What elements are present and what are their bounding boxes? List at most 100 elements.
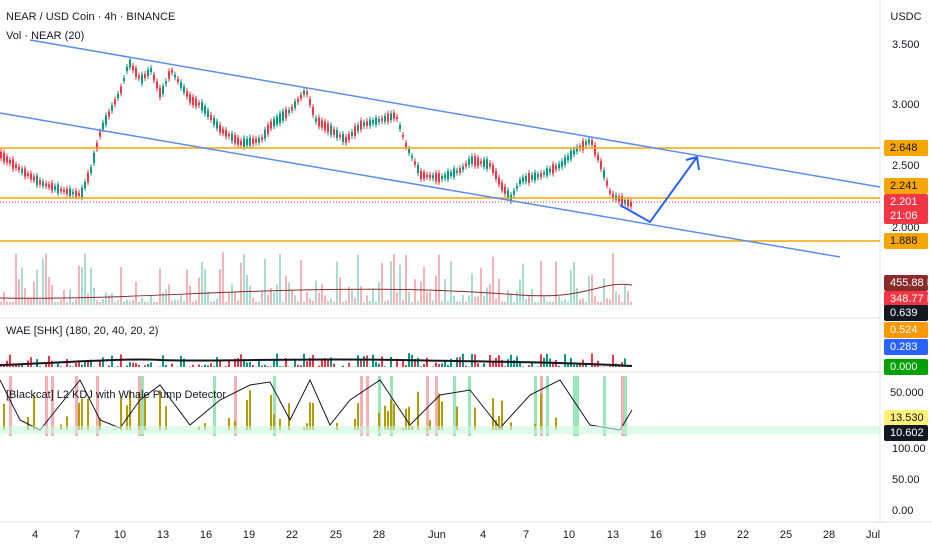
volume-bar: [384, 301, 386, 305]
wae-bar: [81, 365, 83, 367]
candle-body: [180, 82, 182, 88]
candle-body: [132, 66, 134, 71]
volume-bar: [159, 269, 161, 305]
volume-bar: [465, 302, 467, 305]
volume-bar: [564, 300, 566, 305]
volume-bar: [60, 300, 62, 305]
wae-bar: [264, 365, 266, 367]
candle-body: [474, 156, 476, 166]
volume-bar: [486, 287, 488, 305]
candle-body: [93, 153, 95, 163]
volume-bar: [228, 293, 230, 305]
kdj-bar: [246, 400, 248, 430]
volume-bar: [144, 302, 146, 305]
wae-bar: [360, 360, 362, 367]
candle-body: [255, 139, 257, 143]
candle-body: [627, 200, 629, 206]
volume-bar: [204, 269, 206, 305]
volume-bar: [93, 288, 95, 305]
volume-bar: [105, 293, 107, 305]
volume-bar: [495, 299, 497, 305]
candle-body: [537, 174, 539, 177]
volume-bar: [9, 302, 11, 305]
volume-bar: [630, 302, 632, 305]
candle-body: [72, 192, 74, 195]
volume-bar: [519, 279, 521, 305]
volume-bar: [333, 302, 335, 305]
wae-bar: [558, 366, 560, 367]
volume-bar: [198, 278, 200, 305]
volume-bar: [501, 302, 503, 305]
wae-bar: [267, 366, 269, 367]
volume-bar: [123, 302, 125, 305]
volume-bar: [258, 302, 260, 305]
kdj-bar: [309, 402, 311, 430]
candle-body: [81, 188, 83, 198]
time-tick: 4: [32, 529, 38, 541]
candle-body: [402, 135, 404, 137]
candle-body: [408, 149, 410, 153]
wae-bar: [366, 356, 368, 367]
volume-bar: [180, 295, 182, 305]
candle-body: [303, 91, 305, 95]
wae-bar: [144, 365, 146, 367]
volume-bar: [117, 300, 119, 305]
volume-bar: [474, 297, 476, 305]
time-tick: 19: [243, 529, 255, 541]
volume-bar: [171, 301, 173, 305]
volume-bar: [213, 301, 215, 305]
candle-body: [204, 106, 206, 114]
candle-body: [525, 176, 527, 181]
wae-bar: [99, 361, 101, 367]
candle-body: [480, 161, 482, 163]
candle-body: [36, 176, 38, 185]
volume-bar: [456, 302, 458, 305]
candle-body: [330, 125, 332, 134]
volume-bar: [177, 300, 179, 305]
candle-body: [114, 99, 116, 104]
candle-body: [225, 130, 227, 137]
candle-body: [273, 119, 275, 126]
candle-body: [390, 113, 392, 120]
candle-body: [30, 174, 32, 180]
candle-body: [309, 99, 311, 105]
candle-body: [348, 134, 350, 140]
kdj-bar: [249, 390, 251, 430]
volume-bar: [378, 282, 380, 305]
candle-body: [555, 166, 557, 170]
volume-bar: [357, 255, 359, 305]
kdj-bar: [78, 403, 80, 430]
candle-body: [312, 107, 314, 115]
volume-bar: [606, 298, 608, 305]
volume-bar: [516, 291, 518, 305]
volume-bar: [78, 266, 80, 305]
candle-body: [522, 177, 524, 182]
volume-bar: [216, 299, 218, 305]
candle-body: [252, 138, 254, 144]
kdj-label: [Blackcat] L2 KDJ with Whale Pump Detect…: [6, 389, 226, 401]
volume-bar: [477, 297, 479, 305]
wae-bar: [318, 366, 320, 367]
candle-body: [315, 118, 317, 121]
candle-body: [219, 125, 221, 133]
volume-bar: [36, 270, 38, 305]
volume-bar: [531, 289, 533, 305]
volume-bar: [309, 298, 311, 305]
wae-bar: [504, 366, 506, 367]
wae-bar: [333, 364, 335, 367]
volume-bar: [315, 281, 317, 305]
volume-bar: [174, 300, 176, 305]
candle-body: [564, 157, 566, 164]
wae-bar: [57, 364, 59, 367]
wae-bar: [423, 364, 425, 367]
volume-bar: [417, 301, 419, 305]
candle-body: [375, 118, 377, 125]
candle-body: [48, 184, 50, 187]
candle-body: [135, 68, 137, 77]
candle-body: [432, 175, 434, 178]
volume-bar: [39, 300, 41, 305]
volume-bar: [462, 295, 464, 305]
volume-bar: [231, 285, 233, 305]
candle-body: [573, 150, 575, 155]
candle-body: [471, 156, 473, 164]
